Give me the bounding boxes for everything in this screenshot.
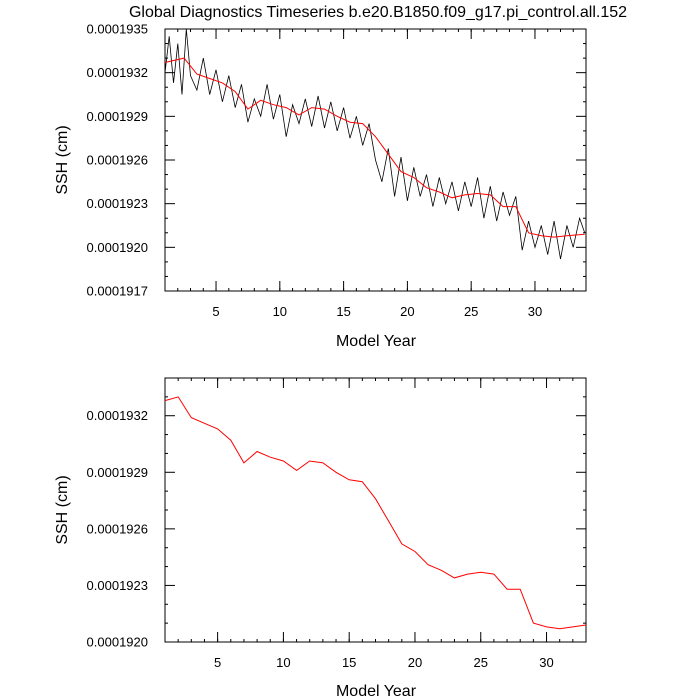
x-tick-label: 5 [214, 655, 221, 670]
x-tick-label: 30 [528, 304, 542, 319]
bottom-y-axis-label: SSH (cm) [54, 475, 71, 544]
y-tick-label: 0.0001920 [87, 240, 148, 255]
series-line-monthly [164, 28, 586, 260]
y-tick-label: 0.0001932 [87, 408, 148, 423]
bottom-panel: 5 10 15 20 25 30 0.0001920 0.0001923 0.0001926 0… [54, 377, 587, 700]
y-tick-label: 0.0001935 [87, 22, 148, 37]
bottom-plot-frame [164, 377, 587, 643]
x-tick-label: 5 [212, 304, 219, 319]
series-line-annual-mean [164, 396, 587, 630]
top-x-axis-label: Model Year [336, 333, 417, 350]
y-tick-label: 0.0001926 [87, 153, 148, 168]
x-tick-label: 15 [336, 304, 350, 319]
x-tick-label: 20 [400, 304, 414, 319]
top-y-axis-label: SSH (cm) [54, 125, 71, 194]
x-tick-label: 25 [474, 655, 488, 670]
y-tick-label: 0.0001923 [87, 196, 148, 211]
y-tick-label: 0.0001923 [87, 578, 148, 593]
y-tick-label: 0.0001917 [87, 284, 148, 299]
x-tick-label: 10 [273, 304, 287, 319]
x-tick-label: 30 [539, 655, 553, 670]
top-panel: 5 10 15 20 25 30 0.0001917 0.0001920 0.0001923 0… [54, 22, 587, 350]
x-tick-label: 25 [464, 304, 478, 319]
y-tick-label: 0.0001932 [87, 65, 148, 80]
y-tick-label: 0.0001926 [87, 521, 148, 536]
series-line-annual-mean [164, 57, 585, 238]
chart-title: Global Diagnostics Timeseries b.e20.B185… [129, 4, 627, 21]
y-tick-label: 0.0001929 [87, 109, 148, 124]
y-tick-label: 0.0001920 [87, 635, 148, 650]
x-tick-label: 15 [342, 655, 356, 670]
bottom-x-axis-label: Model Year [336, 683, 417, 700]
y-tick-label: 0.0001929 [87, 465, 148, 480]
x-tick-label: 20 [408, 655, 422, 670]
x-tick-label: 10 [276, 655, 290, 670]
